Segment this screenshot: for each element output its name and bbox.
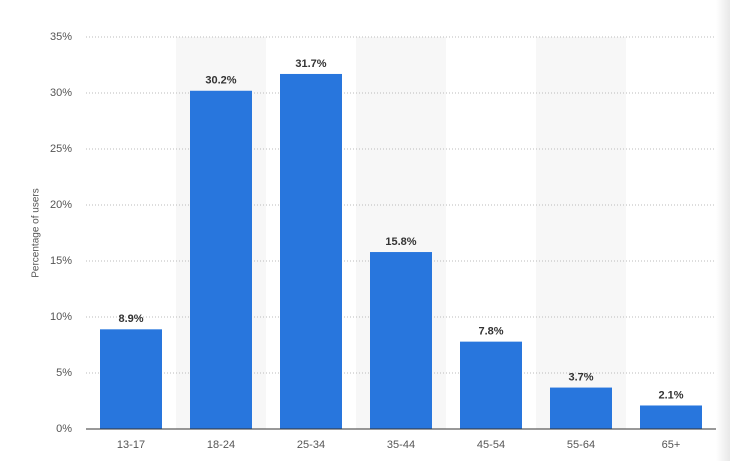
x-tick-label: 55-64 bbox=[567, 439, 595, 451]
y-tick-label: 25% bbox=[50, 143, 72, 155]
bar bbox=[460, 341, 522, 429]
y-tick-label: 35% bbox=[50, 31, 72, 43]
y-tick-label: 10% bbox=[50, 311, 72, 323]
value-label: 2.1% bbox=[658, 389, 683, 401]
bar bbox=[100, 329, 162, 429]
value-label: 31.7% bbox=[295, 58, 326, 70]
x-tick-label: 25-34 bbox=[297, 439, 325, 451]
x-tick-label: 13-17 bbox=[117, 439, 145, 451]
x-tick-label: 65+ bbox=[662, 439, 681, 451]
x-tick-label: 18-24 bbox=[207, 439, 235, 451]
bar bbox=[280, 73, 342, 430]
y-tick-label: 20% bbox=[50, 199, 72, 211]
y-tick-label: 15% bbox=[50, 255, 72, 267]
band-shade bbox=[536, 37, 626, 429]
bar bbox=[640, 405, 702, 429]
value-label: 8.9% bbox=[118, 313, 143, 325]
value-label: 7.8% bbox=[478, 326, 503, 338]
y-tick-label: 0% bbox=[56, 423, 72, 435]
value-label: 3.7% bbox=[568, 371, 593, 383]
bar bbox=[190, 90, 252, 429]
value-label: 30.2% bbox=[205, 75, 236, 87]
x-tick-label: 45-54 bbox=[477, 439, 505, 451]
value-label: 15.8% bbox=[385, 236, 416, 248]
y-tick-label: 30% bbox=[50, 87, 72, 99]
edge-shadow bbox=[716, 0, 730, 461]
y-axis-label: Percentage of users bbox=[31, 188, 42, 278]
bar bbox=[370, 252, 432, 429]
bar bbox=[550, 387, 612, 429]
y-tick-label: 5% bbox=[56, 367, 72, 379]
x-tick-label: 35-44 bbox=[387, 439, 415, 451]
